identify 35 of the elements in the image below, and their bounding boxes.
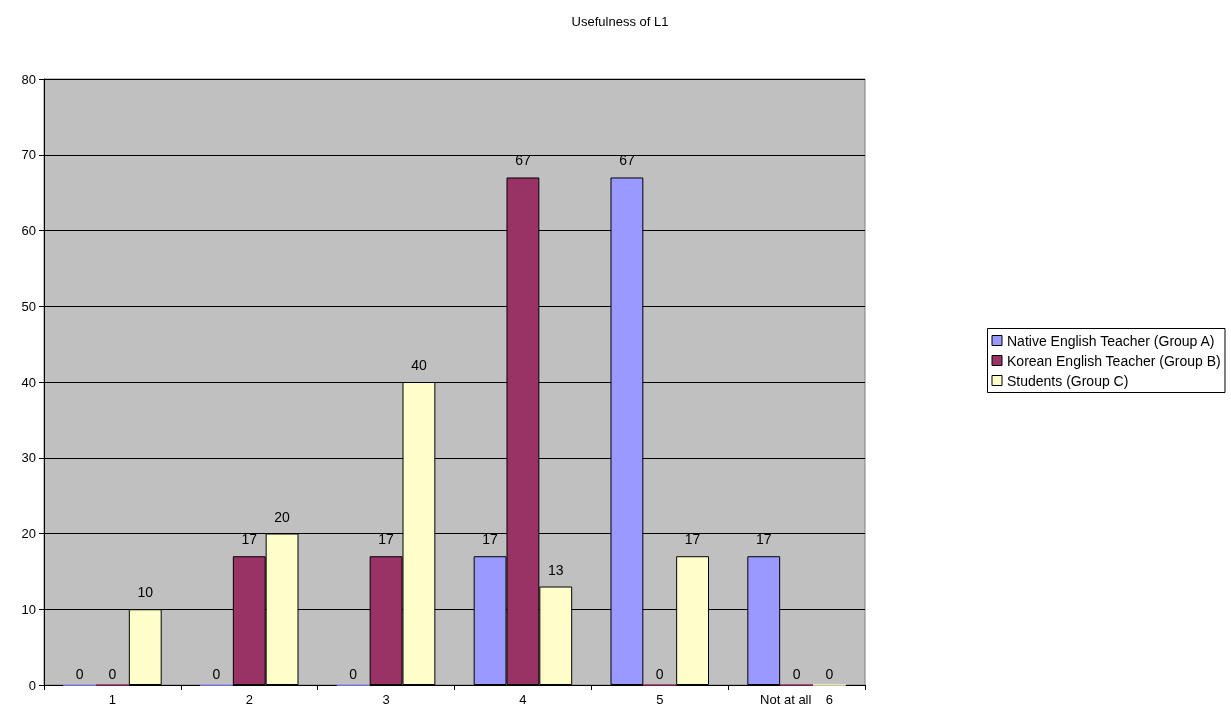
y-tick-label: 60 <box>21 223 36 238</box>
data-label: 0 <box>75 665 84 682</box>
data-label: 17 <box>482 531 499 548</box>
data-label: 0 <box>655 665 664 682</box>
data-label: 40 <box>411 357 427 373</box>
data-label: 0 <box>792 665 801 682</box>
data-label: 17 <box>378 531 395 548</box>
legend-label: Students (Group C) <box>1007 372 1129 389</box>
y-tick-label: 50 <box>21 298 36 314</box>
x-tick-label: 2 <box>245 692 253 707</box>
x-tick-label: 3 <box>382 692 390 707</box>
y-tick-label: 80 <box>21 71 36 87</box>
data-label: 0 <box>108 665 117 682</box>
x-tick-label: 1 <box>108 692 117 707</box>
legend-label: Korean English Teacher (Group B) <box>1007 352 1221 369</box>
x-tick-label: Not at all 6 <box>760 692 834 707</box>
y-tick-label: 0 <box>28 677 36 693</box>
y-tick-label: 20 <box>21 526 36 541</box>
data-label: 13 <box>547 561 564 578</box>
data-label: 20 <box>274 508 291 525</box>
y-tick-label: 70 <box>21 147 36 163</box>
data-label: 17 <box>755 531 772 548</box>
data-label: 0 <box>825 665 834 682</box>
legend-label: Native English Teacher (Group A) <box>1007 332 1215 349</box>
y-tick-label: 10 <box>21 601 36 617</box>
data-label: 0 <box>349 665 358 682</box>
x-tick-label: 4 <box>519 692 527 707</box>
data-label: 10 <box>137 584 154 601</box>
y-tick-label: 30 <box>21 450 36 466</box>
y-tick-label: 40 <box>21 374 36 390</box>
data-label: 0 <box>212 665 221 682</box>
x-tick-label: 5 <box>656 692 664 707</box>
data-label: 17 <box>684 531 701 548</box>
data-label: 17 <box>241 531 258 548</box>
chart-title: Usefulness of L1 <box>571 14 669 29</box>
